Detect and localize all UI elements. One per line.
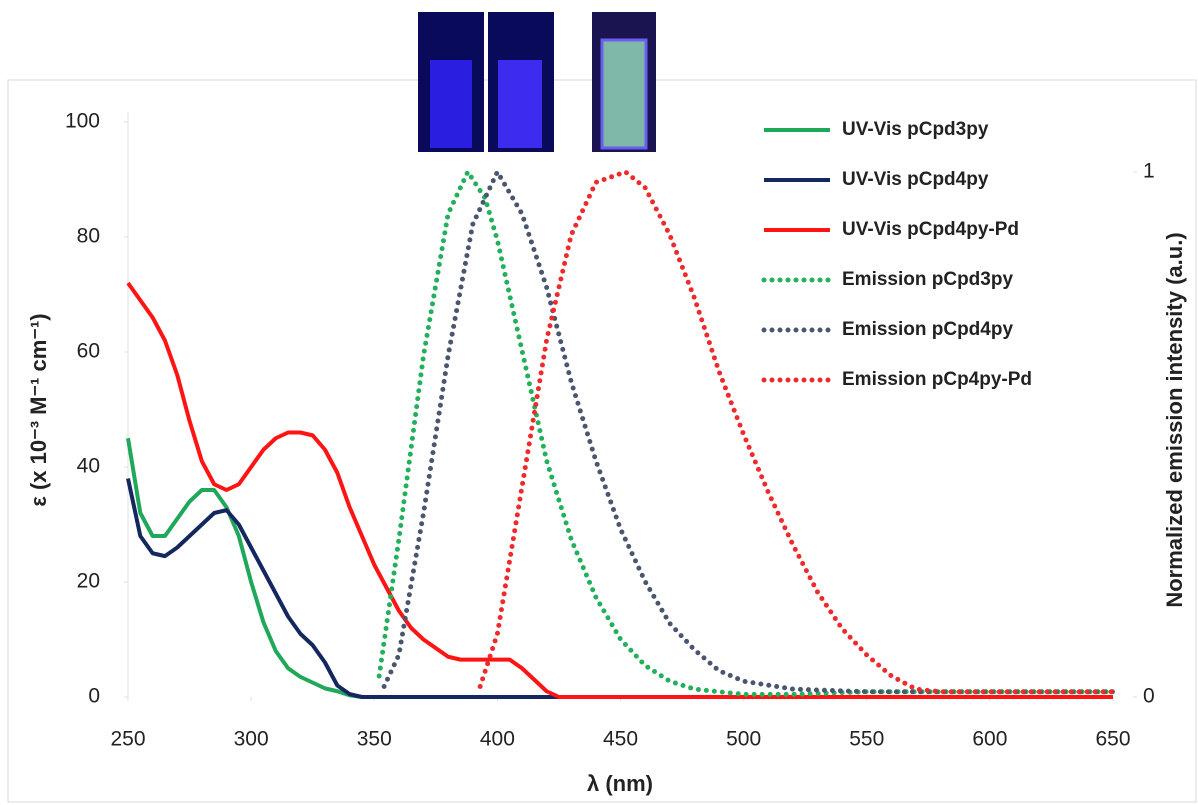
- series-line: [126, 478, 1113, 699]
- x-tick-label: 600: [972, 728, 1007, 751]
- y-tick-label: 40: [77, 455, 100, 478]
- y-tick-label: 80: [77, 225, 100, 248]
- x-axis-title: λ (nm): [587, 771, 653, 796]
- x-tick-label: 350: [357, 728, 392, 751]
- y-tick-label: 20: [77, 570, 100, 593]
- x-tick-label: 650: [1095, 728, 1130, 751]
- y-tick-label: 0: [88, 685, 100, 708]
- cuvette-glow: [498, 60, 542, 148]
- x-tick-label: 250: [110, 728, 145, 751]
- series-line: [381, 166, 1116, 695]
- x-tick-label: 450: [603, 728, 638, 751]
- legend-label: UV-Vis pCpd4py: [842, 169, 989, 190]
- cuvette-glow: [430, 60, 472, 148]
- series-line: [126, 281, 1113, 699]
- x-tick-label: 550: [849, 728, 884, 751]
- legend-label: Emission pCpd3py: [842, 269, 1013, 290]
- y-tick-label: 100: [65, 110, 100, 133]
- y2-tick-label: 1: [1143, 159, 1155, 182]
- x-tick-label: 500: [726, 728, 761, 751]
- x-tick-label: 400: [480, 728, 515, 751]
- legend-label: UV-Vis pCpd3py: [842, 119, 989, 140]
- legend-label: UV-Vis pCpd4py-Pd: [842, 219, 1019, 240]
- cuvette-glow: [600, 38, 648, 150]
- series-line: [376, 166, 1116, 697]
- legend-label: Emission pCp4py-Pd: [842, 369, 1032, 390]
- y2-axis-title: Normalized emission intensity (a.u.): [1162, 232, 1187, 607]
- series-line: [126, 437, 1113, 699]
- y-axis-title: ε (x 10⁻³ M⁻¹ cm⁻¹): [26, 313, 51, 506]
- series-line: [477, 169, 1116, 695]
- y-tick-label: 60: [77, 340, 100, 363]
- y2-tick-label: 0: [1143, 685, 1155, 708]
- x-tick-label: 300: [234, 728, 269, 751]
- legend-label: Emission pCpd4py: [842, 319, 1013, 340]
